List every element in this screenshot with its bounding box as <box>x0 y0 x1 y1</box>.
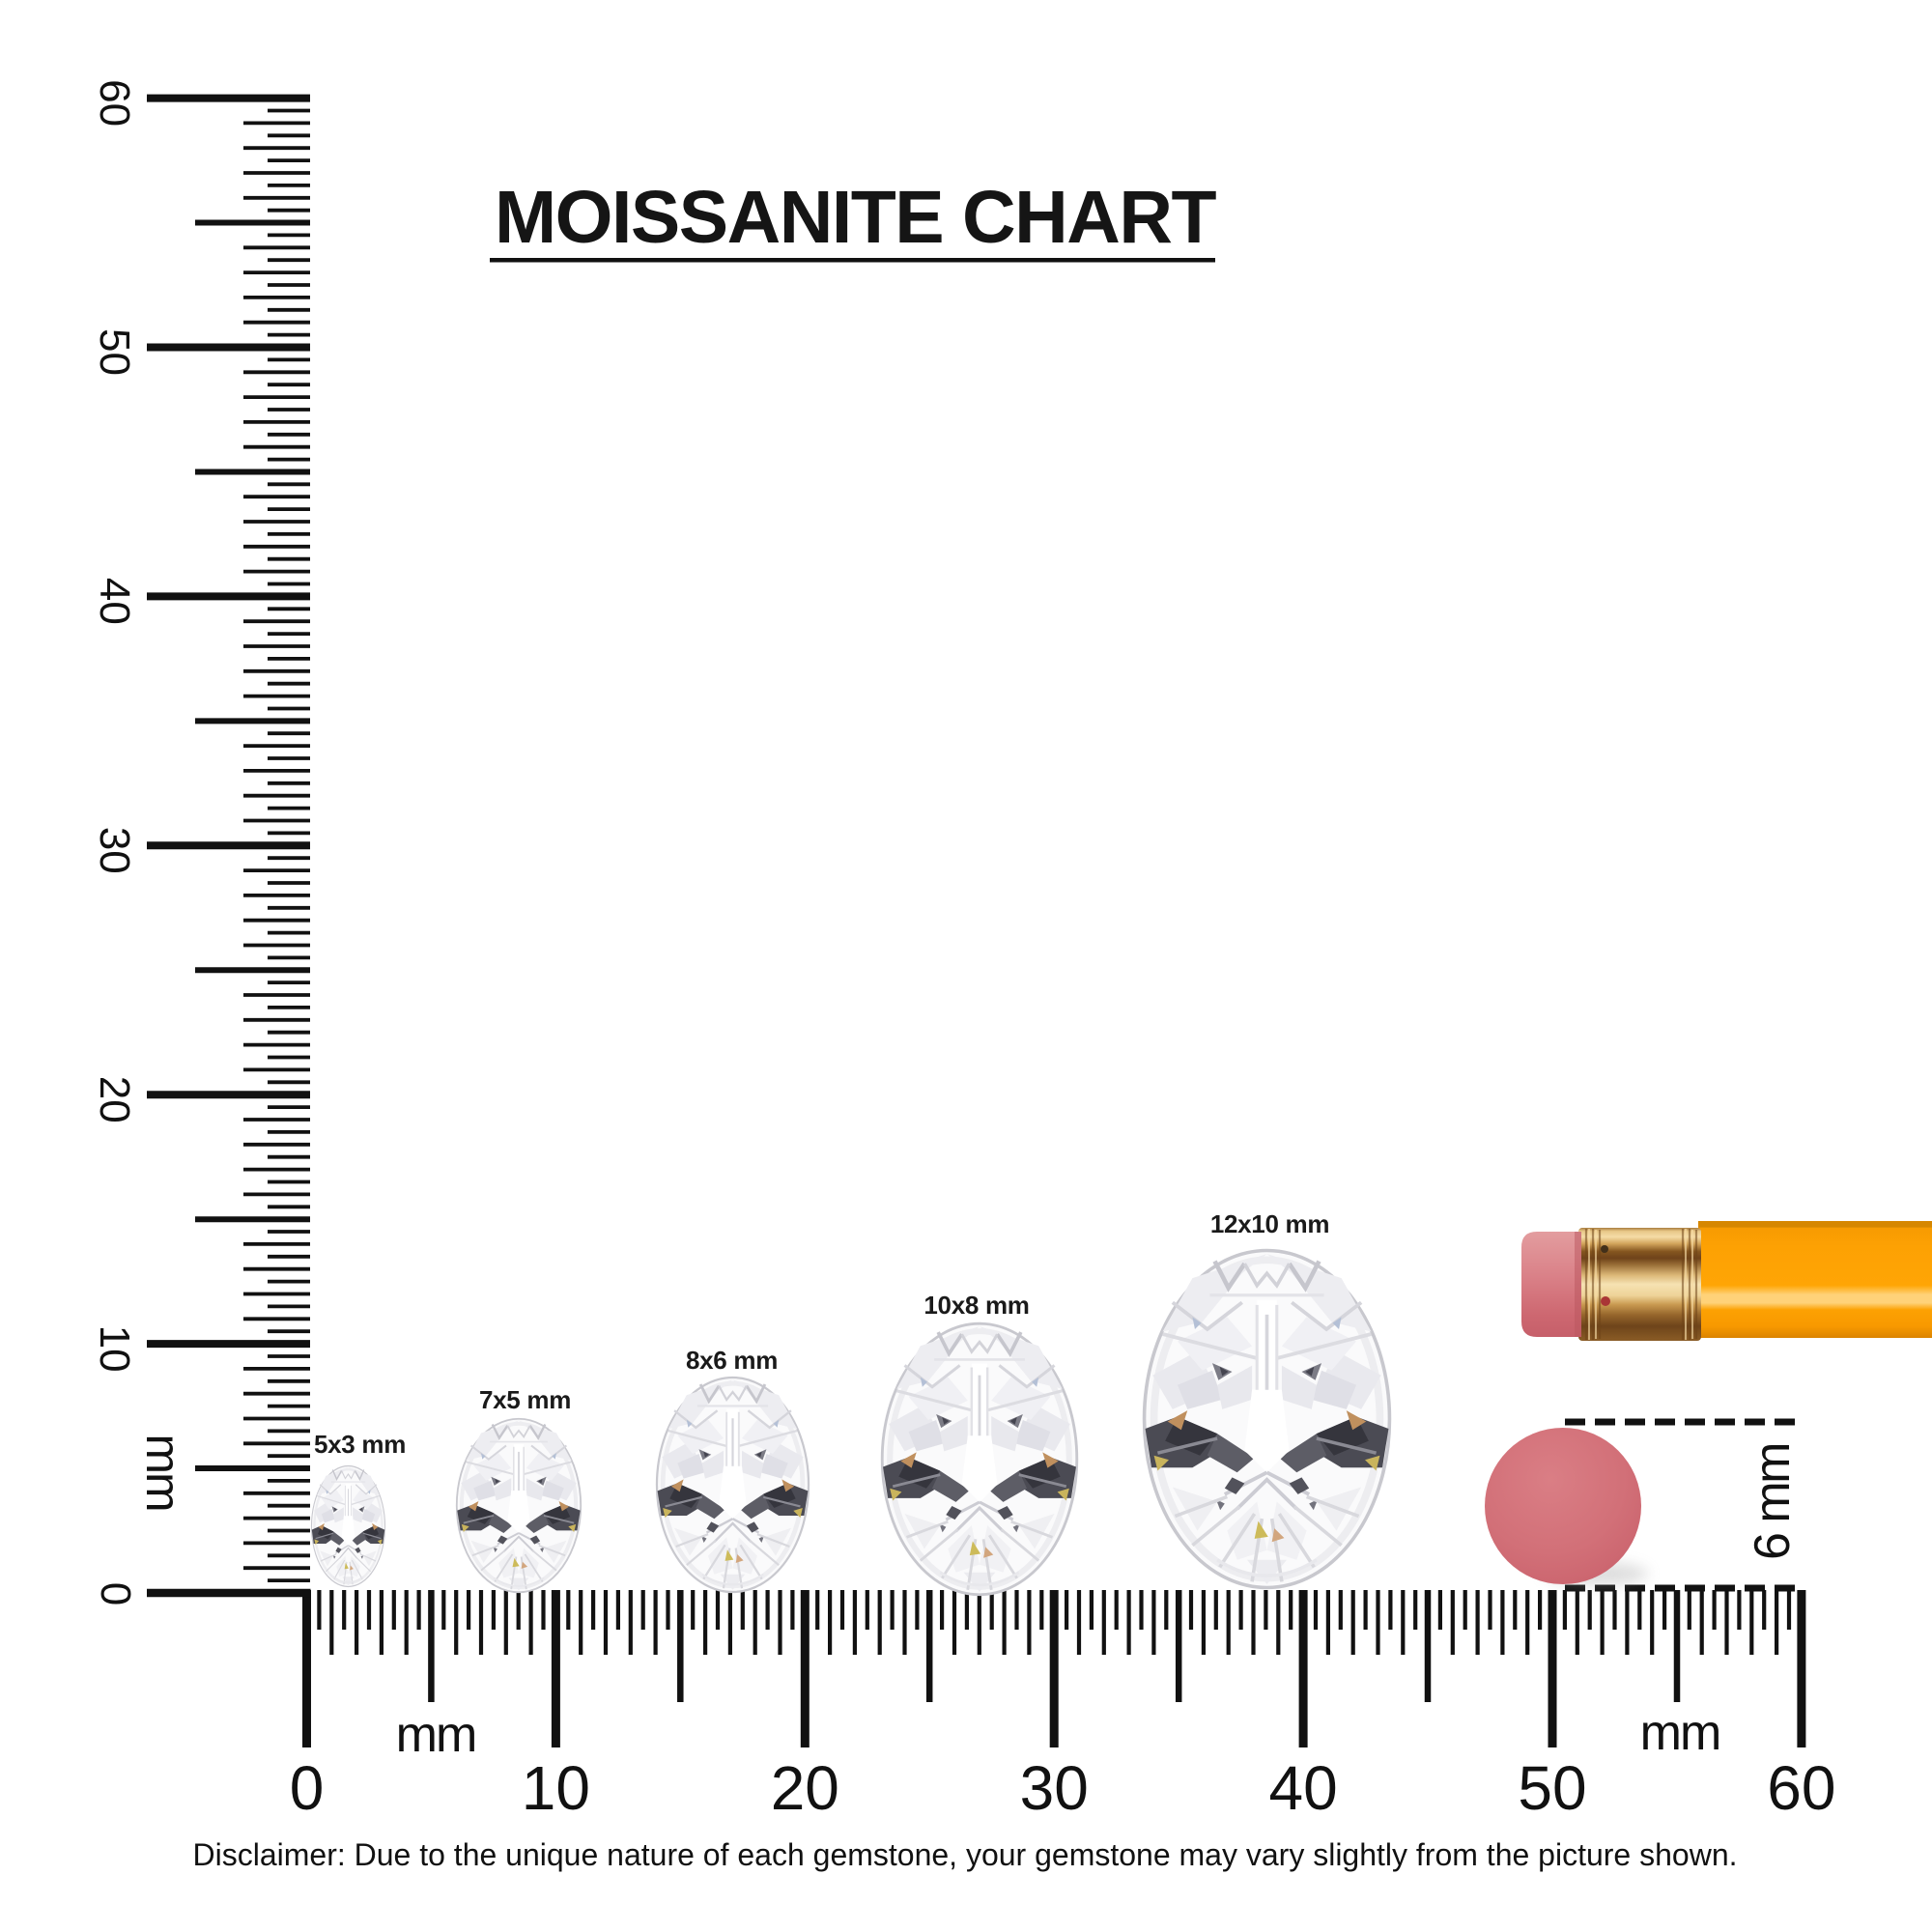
svg-text:8x6 mm: 8x6 mm <box>686 1346 778 1375</box>
svg-text:MOISSANITE CHART: MOISSANITE CHART <box>495 176 1216 259</box>
svg-text:60: 60 <box>1767 1753 1835 1823</box>
svg-text:12x10 mm: 12x10 mm <box>1210 1209 1329 1238</box>
svg-text:10: 10 <box>91 1325 138 1373</box>
svg-text:20: 20 <box>91 1076 138 1123</box>
svg-text:10: 10 <box>522 1753 590 1823</box>
svg-text:7x5 mm: 7x5 mm <box>479 1385 571 1414</box>
svg-text:6 mm: 6 mm <box>1745 1444 1801 1560</box>
svg-text:30: 30 <box>1020 1753 1089 1823</box>
svg-text:60: 60 <box>91 79 138 127</box>
svg-text:5x3 mm: 5x3 mm <box>314 1430 406 1459</box>
svg-text:Disclaimer: Due to the unique: Disclaimer: Due to the unique nature of … <box>193 1837 1738 1872</box>
svg-text:0: 0 <box>92 1582 139 1605</box>
svg-text:mm: mm <box>136 1434 190 1510</box>
svg-text:10x8 mm: 10x8 mm <box>923 1291 1029 1320</box>
svg-text:30: 30 <box>91 827 138 874</box>
svg-text:mm: mm <box>1640 1705 1720 1761</box>
svg-text:mm: mm <box>396 1707 476 1763</box>
svg-text:40: 40 <box>1269 1753 1338 1823</box>
svg-text:40: 40 <box>91 578 138 625</box>
svg-text:50: 50 <box>91 328 138 376</box>
svg-text:20: 20 <box>771 1753 839 1823</box>
svg-text:50: 50 <box>1518 1753 1586 1823</box>
svg-text:0: 0 <box>290 1753 325 1823</box>
